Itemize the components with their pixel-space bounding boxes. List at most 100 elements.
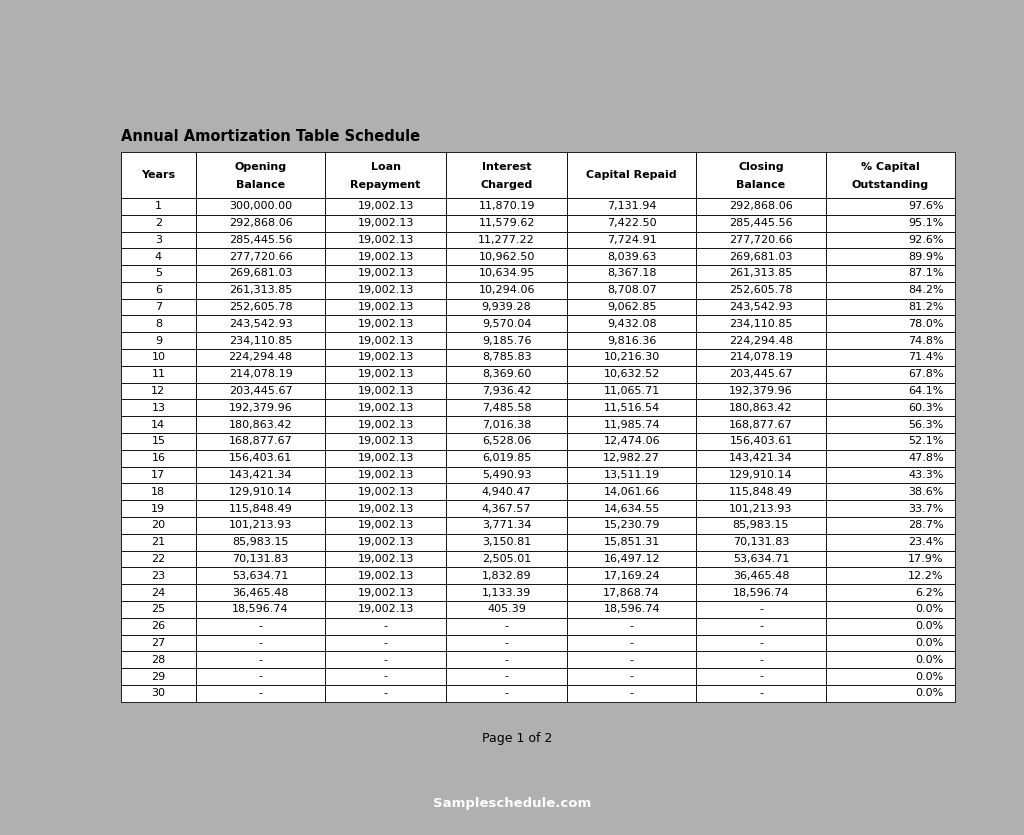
Text: 269,681.03: 269,681.03 [228,269,292,279]
Text: 19,002.13: 19,002.13 [357,420,414,430]
Text: 11,985.74: 11,985.74 [603,420,660,430]
Bar [446,152,567,198]
Bar [567,635,696,651]
Text: 19,002.13: 19,002.13 [357,319,414,329]
Text: 74.8%: 74.8% [908,336,944,346]
Text: 224,294.48: 224,294.48 [729,336,793,346]
Text: 36,465.48: 36,465.48 [733,571,790,581]
Text: 168,877.67: 168,877.67 [729,420,793,430]
Text: 0.0%: 0.0% [915,688,944,698]
Bar [326,332,446,349]
Bar [696,534,825,550]
Bar [121,433,196,450]
Bar [196,467,326,483]
Text: 261,313.85: 261,313.85 [228,286,292,296]
Text: 19,002.13: 19,002.13 [357,201,414,211]
Text: 17.9%: 17.9% [908,554,944,564]
Text: 6,528.06: 6,528.06 [482,437,531,447]
Text: 5,490.93: 5,490.93 [482,470,531,480]
Bar [446,618,567,635]
Text: 115,848.49: 115,848.49 [729,487,793,497]
Bar [696,601,825,618]
Text: 87.1%: 87.1% [908,269,944,279]
Text: 156,403.61: 156,403.61 [229,453,292,463]
Bar [446,198,567,215]
Bar [326,534,446,550]
Text: 3,771.34: 3,771.34 [482,520,531,530]
Text: -: - [630,638,634,648]
Text: Charged: Charged [480,180,532,190]
Bar [825,483,955,500]
Bar [196,332,326,349]
Text: 29: 29 [152,671,166,681]
Bar [825,433,955,450]
Bar [825,618,955,635]
Bar [446,366,567,382]
Bar [446,584,567,601]
Bar [446,467,567,483]
Text: -: - [505,638,509,648]
Text: 38.6%: 38.6% [908,487,944,497]
Text: -: - [258,638,262,648]
Bar [196,568,326,584]
Text: 9,939.28: 9,939.28 [481,302,531,312]
Text: Opening: Opening [234,162,287,171]
Bar [326,584,446,601]
Bar [446,382,567,399]
Text: 20: 20 [152,520,166,530]
Text: 180,863.42: 180,863.42 [729,402,793,412]
Bar [696,332,825,349]
Text: 180,863.42: 180,863.42 [228,420,292,430]
Bar [567,316,696,332]
Text: -: - [630,621,634,631]
Bar [121,601,196,618]
Bar [121,568,196,584]
Text: 9,432.08: 9,432.08 [607,319,656,329]
Bar [326,450,446,467]
Text: 143,421.34: 143,421.34 [729,453,793,463]
Bar [696,584,825,601]
Text: 18,596.74: 18,596.74 [732,588,790,598]
Text: 10,294.06: 10,294.06 [478,286,535,296]
Text: 11,277.22: 11,277.22 [478,235,535,245]
Bar [567,215,696,231]
Bar [446,601,567,618]
Bar [696,316,825,332]
Bar [696,568,825,584]
Text: 19,002.13: 19,002.13 [357,369,414,379]
Bar [696,215,825,231]
Bar [446,651,567,668]
Text: 292,868.06: 292,868.06 [228,218,293,228]
Bar [121,265,196,282]
Text: 19,002.13: 19,002.13 [357,605,414,615]
Bar [696,299,825,316]
Bar [196,517,326,534]
Bar [121,550,196,568]
Text: 8,785.83: 8,785.83 [481,352,531,362]
Text: -: - [630,688,634,698]
Text: 52.1%: 52.1% [908,437,944,447]
Text: 8,367.18: 8,367.18 [607,269,656,279]
Bar [696,248,825,265]
Text: Repayment: Repayment [350,180,421,190]
Text: 12,474.06: 12,474.06 [603,437,660,447]
Bar [121,231,196,248]
Bar [825,382,955,399]
Text: 224,294.48: 224,294.48 [228,352,293,362]
Bar [121,618,196,635]
Bar [196,651,326,668]
Bar [121,215,196,231]
Text: 129,910.14: 129,910.14 [228,487,292,497]
Text: 8: 8 [155,319,162,329]
Bar [121,685,196,701]
Text: -: - [505,688,509,698]
Text: 2: 2 [155,218,162,228]
Text: 18,596.74: 18,596.74 [603,605,660,615]
Text: 214,078.19: 214,078.19 [228,369,293,379]
Bar [121,399,196,417]
Text: 4,940.47: 4,940.47 [481,487,531,497]
Text: -: - [759,671,763,681]
Bar [196,450,326,467]
Text: 97.6%: 97.6% [908,201,944,211]
Text: 192,379.96: 192,379.96 [228,402,293,412]
